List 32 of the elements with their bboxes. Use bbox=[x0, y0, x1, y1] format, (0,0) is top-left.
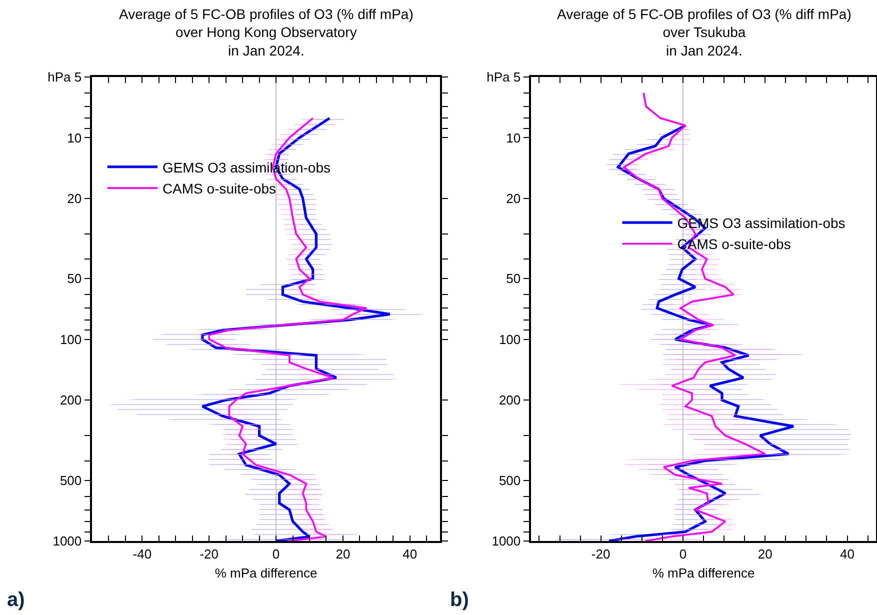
x-axis-title: % mPa difference bbox=[652, 565, 755, 580]
y-tick-label: 100 bbox=[498, 332, 521, 347]
y-tick-label: 50 bbox=[506, 271, 521, 286]
chart-title: Average of 5 FC-OB profiles of O3 (% diff mPa) over Tsukuba in Jan 2024. bbox=[557, 6, 852, 58]
y-tick-label: 50 bbox=[67, 271, 82, 286]
text: a) bbox=[7, 589, 25, 611]
y-tick-label: 500 bbox=[498, 472, 521, 488]
x-tick-label: -40 bbox=[132, 546, 152, 562]
y-tick-label: hPa 5 bbox=[48, 70, 82, 85]
y-tick-label: 10 bbox=[506, 130, 521, 146]
y-tick-label: 1000 bbox=[52, 534, 82, 549]
x-tick-label: 40 bbox=[840, 546, 854, 562]
y-tick-label: 100 bbox=[60, 332, 82, 347]
x-tick-label: 0 bbox=[679, 546, 687, 562]
legend-label: CAMS o-suite-obs bbox=[162, 180, 276, 196]
y-tick-label: 10 bbox=[67, 130, 82, 146]
y-tick-label: 20 bbox=[67, 190, 82, 206]
y-tick-label: 500 bbox=[60, 472, 82, 488]
y-tick-label: 20 bbox=[506, 190, 521, 206]
x-tick-label: -20 bbox=[591, 546, 610, 562]
x-tick-label: 20 bbox=[336, 546, 350, 562]
x-tick-label: 0 bbox=[272, 546, 280, 562]
y-tick-label: 200 bbox=[498, 392, 521, 408]
x-tick-label: 20 bbox=[758, 546, 772, 562]
y-tick-label: 200 bbox=[60, 392, 82, 408]
x-tick-label: 40 bbox=[402, 546, 418, 562]
x-axis-title: % mPa difference bbox=[214, 565, 318, 580]
text: b) bbox=[450, 589, 469, 611]
y-tick-label: hPa 5 bbox=[486, 70, 521, 85]
chart-title: Average of 5 FC-OB profiles of O3 (% diff mPa) over Hong Kong Observatory in Jan 2024. bbox=[119, 6, 414, 58]
x-tick-label: -20 bbox=[200, 546, 219, 562]
y-tick-label: 1000 bbox=[492, 534, 521, 549]
